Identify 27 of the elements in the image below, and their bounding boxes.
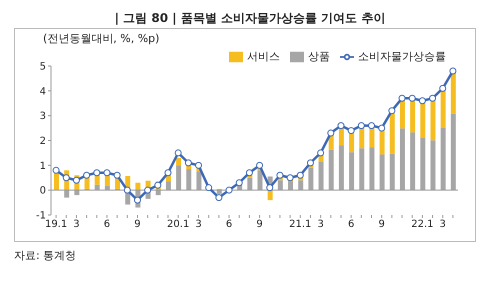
- x-tick-label: 3: [73, 219, 80, 230]
- legend-label: 상품: [308, 50, 330, 63]
- y-tick-label: 1: [40, 160, 46, 172]
- x-tick-label: 20.1: [167, 219, 190, 230]
- text: 자료: 통계청: [14, 248, 78, 263]
- x-tick-label: 19.1: [44, 219, 68, 230]
- x-tick-label: 6: [104, 219, 110, 230]
- x-tick-label: 9: [378, 219, 385, 230]
- x-tick-label: 9: [134, 219, 141, 230]
- y-axis-title: (전년동월대비, %, %p): [43, 31, 160, 45]
- legend-label: 서비스: [247, 50, 280, 63]
- x-tick-label: 3: [195, 219, 202, 230]
- x-tick-label: 21.1: [289, 219, 312, 230]
- legend-label: 소비자물가상승률: [358, 50, 446, 63]
- y-tick-label: 5: [40, 62, 46, 73]
- x-tick-label: 3: [440, 219, 446, 230]
- y-tick-label: -1: [36, 210, 46, 222]
- y-tick-label: 2: [40, 136, 46, 148]
- y-tick-label: 4: [40, 86, 46, 98]
- x-tick-label: 9: [256, 219, 263, 230]
- x-tick-label: 3: [317, 219, 324, 230]
- x-tick-label: 6: [348, 219, 354, 230]
- chart-title: | 그림 80 | 품목별 소비자물가상승률 기여도 추이: [114, 10, 386, 27]
- x-tick-label: 22.1: [411, 219, 434, 230]
- y-tick-label: 0: [40, 186, 46, 197]
- y-tick-label: 3: [40, 111, 46, 122]
- x-tick-label: 6: [226, 219, 232, 230]
